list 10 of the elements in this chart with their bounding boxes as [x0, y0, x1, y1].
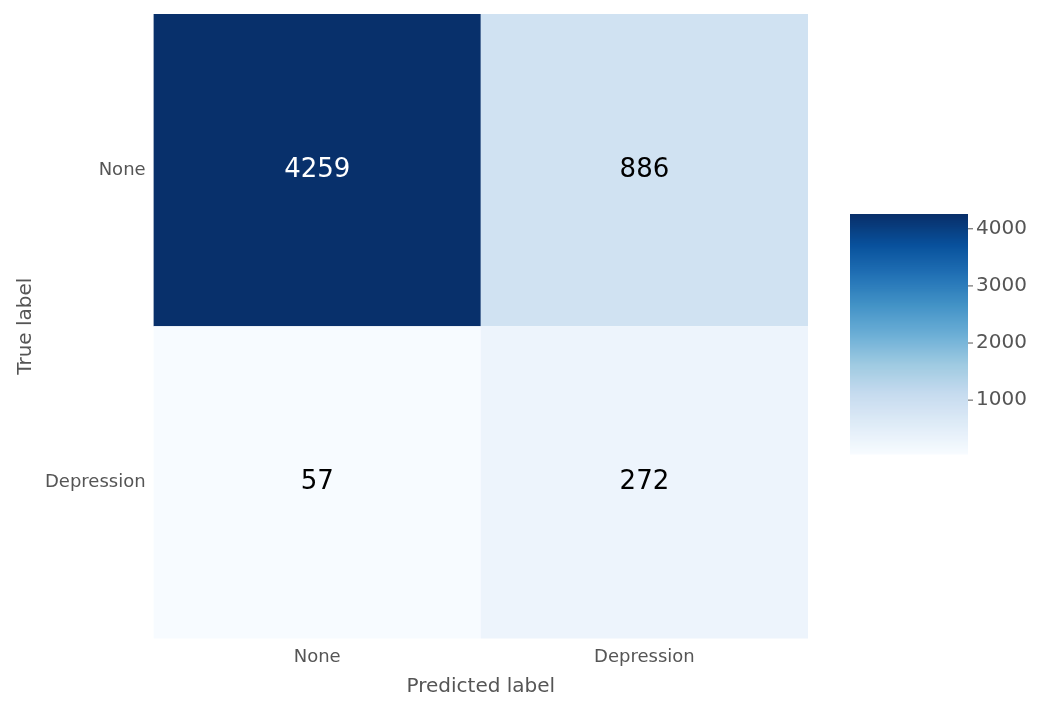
- data-label: 57: [300, 465, 334, 496]
- data-label: 886: [619, 152, 670, 183]
- color-bar-label: 1000: [976, 386, 1027, 411]
- x-axis-title: Predicted label: [406, 673, 556, 698]
- data-label: 272: [619, 465, 670, 496]
- y-axis-title: True label: [12, 277, 37, 376]
- data-label: 4259: [284, 152, 351, 183]
- color-bar-label: 2000: [976, 329, 1027, 354]
- color-bar-label: 4000: [976, 215, 1027, 239]
- color-bar-label: 3000: [976, 272, 1027, 297]
